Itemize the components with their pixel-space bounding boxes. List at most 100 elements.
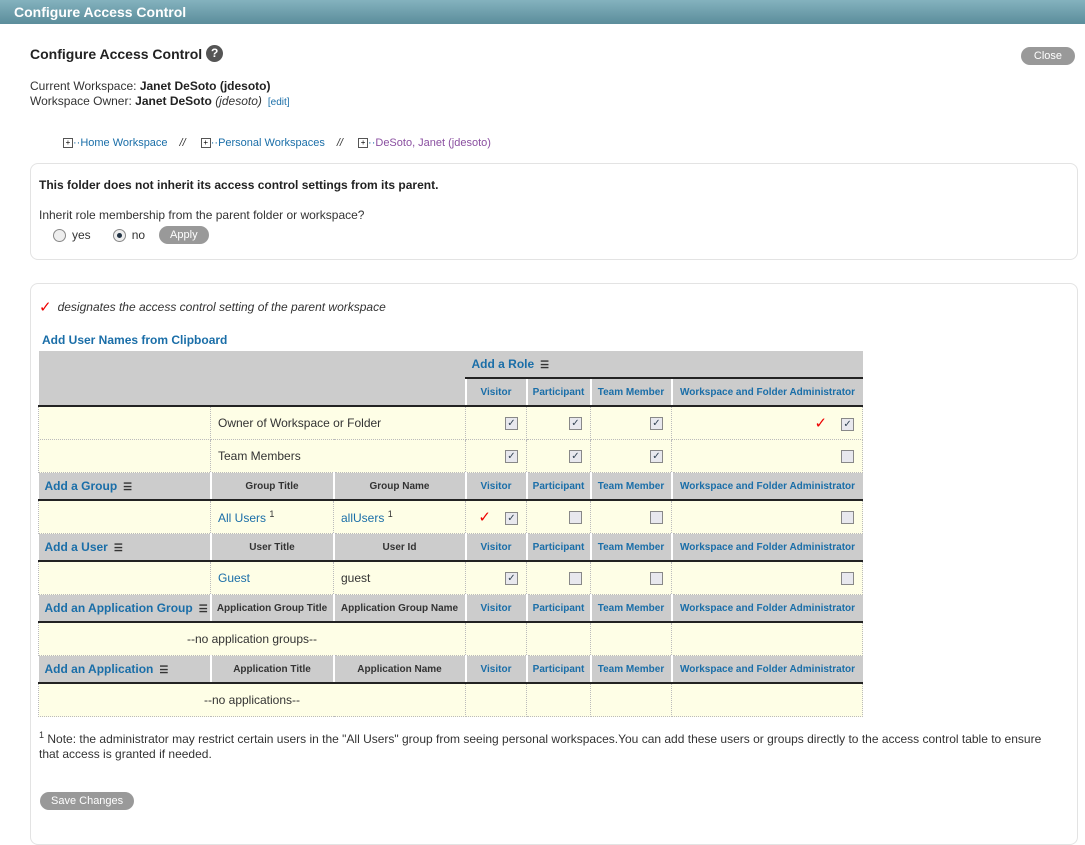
- add-application-label: Add an Application: [44, 662, 154, 676]
- role-checkbox[interactable]: ✓: [650, 450, 663, 464]
- role-cell: ✓: [590, 405, 672, 440]
- footnote-text: Note: the administrator may restrict cer…: [39, 732, 1042, 761]
- role-checkbox[interactable]: [841, 572, 855, 586]
- current-workspace: Janet DeSoto (jdesoto): [139, 79, 271, 93]
- column-header: Group Name: [332, 472, 466, 501]
- role-checkbox[interactable]: ✓: [650, 417, 663, 431]
- role-checkbox[interactable]: ✓: [505, 450, 518, 464]
- page-title: Configure Access Control?: [30, 45, 224, 62]
- add-group-button[interactable]: Add a Group ☰: [38, 472, 211, 501]
- role-header: Visitor: [464, 533, 527, 562]
- add-application-group-button[interactable]: Add an Application Group ☰: [38, 594, 211, 623]
- help-icon[interactable]: ?: [206, 45, 224, 62]
- workspace-info: Current Workspace: Janet DeSoto (jdesoto…: [30, 79, 290, 110]
- apply-button[interactable]: Apply: [159, 226, 209, 244]
- empty-message: --no application groups--: [38, 621, 466, 656]
- role-checkbox[interactable]: ✓: [505, 572, 518, 586]
- empty-message: --no applications--: [38, 682, 466, 717]
- radio-no[interactable]: [112, 228, 126, 242]
- role-checkbox[interactable]: ✓: [505, 417, 518, 431]
- role-checkbox[interactable]: [841, 511, 855, 525]
- role-checkbox[interactable]: [569, 572, 582, 586]
- table-row: Guest guest ✓: [38, 560, 864, 595]
- breadcrumb-current[interactable]: DeSoto, Janet (jdesoto): [375, 137, 491, 149]
- breadcrumb: + ··Home Workspace// + ··Personal Workspac…: [63, 137, 491, 149]
- footnote: 1 Note: the administrator may restrict c…: [39, 728, 1059, 762]
- close-button[interactable]: Close: [1020, 47, 1075, 65]
- parent-setting-check-icon: ✓: [39, 299, 52, 316]
- radio-yes[interactable]: [53, 228, 66, 242]
- role-header: Participant: [525, 472, 591, 501]
- role-header: Participant: [525, 533, 591, 562]
- role-checkbox[interactable]: ✓: [569, 450, 582, 464]
- column-header: Application Name: [332, 655, 466, 684]
- role-cell: [526, 560, 591, 595]
- role-header: Team Member: [589, 533, 672, 562]
- breadcrumb-separator: //: [336, 137, 343, 149]
- access-table-panel: ✓ designates the access control setting o…: [30, 283, 1078, 845]
- expand-icon[interactable]: +: [200, 138, 211, 149]
- expand-icon[interactable]: +: [358, 138, 369, 149]
- blank-header: [38, 351, 466, 378]
- edit-owner-link[interactable]: [edit]: [267, 97, 290, 108]
- add-application-button[interactable]: Add an Application ☰: [38, 655, 211, 684]
- table-row: --no applications--: [38, 682, 864, 717]
- breadcrumb-home[interactable]: Home Workspace: [80, 137, 168, 149]
- role-checkbox[interactable]: [650, 572, 663, 586]
- role-checkbox[interactable]: ✓: [841, 418, 855, 432]
- table-row: --no application groups--: [38, 621, 864, 656]
- page-title-text: Configure Access Control: [30, 45, 203, 62]
- role-header: Visitor: [464, 378, 527, 407]
- access-control-table: Add a Role ☰ Visitor Participant Team Member…: [38, 351, 864, 717]
- empty-cell: [38, 499, 211, 534]
- role-cell: ✓ ✓: [465, 499, 527, 534]
- role-header: Visitor: [464, 472, 527, 501]
- role-cell: ✓: [590, 439, 672, 473]
- role-cell: [590, 560, 672, 595]
- member-title: Guest: [218, 571, 251, 585]
- filter-icon: ☰: [198, 604, 208, 615]
- add-from-clipboard-link[interactable]: Add User Names from Clipboard: [42, 333, 228, 347]
- role-checkbox[interactable]: [569, 511, 582, 525]
- column-header: Application Title: [209, 655, 334, 684]
- member-name: guest: [341, 571, 371, 585]
- table-row: Team Members ✓ ✓ ✓: [38, 439, 864, 473]
- role-header: Workspace and Folder Administrator: [670, 472, 863, 501]
- breadcrumb-personal[interactable]: Personal Workspaces: [218, 137, 325, 149]
- role-header: Workspace and Folder Administrator: [670, 533, 863, 562]
- footnote-marker: 1: [39, 730, 45, 740]
- role-checkbox[interactable]: [650, 511, 663, 525]
- filter-icon: ☰: [159, 665, 169, 676]
- footnote-marker: 1: [387, 509, 393, 519]
- role-header: Participant: [525, 378, 591, 407]
- table-row: Owner of Workspace or Folder ✓ ✓ ✓ ✓ ✓: [38, 405, 864, 440]
- column-header: Application Group Title: [209, 594, 334, 623]
- filter-icon: ☰: [123, 482, 133, 493]
- role-header: Workspace and Folder Administrator: [670, 594, 863, 623]
- radio-yes-label: yes: [72, 228, 91, 242]
- member-title[interactable]: All Users: [218, 511, 267, 525]
- blank-header: [38, 378, 466, 407]
- role-checkbox[interactable]: [841, 450, 855, 464]
- footnote-marker: 1: [269, 509, 275, 519]
- role-header: Workspace and Folder Administrator: [670, 655, 863, 684]
- role-checkbox[interactable]: ✓: [505, 512, 518, 526]
- add-group-label: Add a Group: [44, 479, 118, 493]
- role-header: Participant: [525, 594, 591, 623]
- role-checkbox[interactable]: ✓: [569, 417, 582, 431]
- inherit-status: This folder does not inherit its access …: [39, 178, 439, 192]
- role-member-label: Team Members: [210, 439, 466, 473]
- add-user-button[interactable]: Add a User ☰: [38, 533, 211, 562]
- column-header: Application Group Name: [332, 594, 466, 623]
- expand-icon[interactable]: +: [63, 138, 73, 149]
- role-header: Team Member: [589, 472, 672, 501]
- role-cell: ✓: [465, 405, 527, 440]
- role-cell: [526, 499, 591, 534]
- role-cell: [590, 499, 672, 534]
- add-user-label: Add a User: [44, 540, 108, 554]
- save-changes-button[interactable]: Save Changes: [40, 792, 135, 810]
- empty-cell: [38, 560, 211, 595]
- add-role-button[interactable]: Add a Role ☰: [465, 351, 863, 379]
- empty-cell: [38, 405, 211, 440]
- table-row: All Users 1 allUsers 1 ✓ ✓: [38, 499, 864, 534]
